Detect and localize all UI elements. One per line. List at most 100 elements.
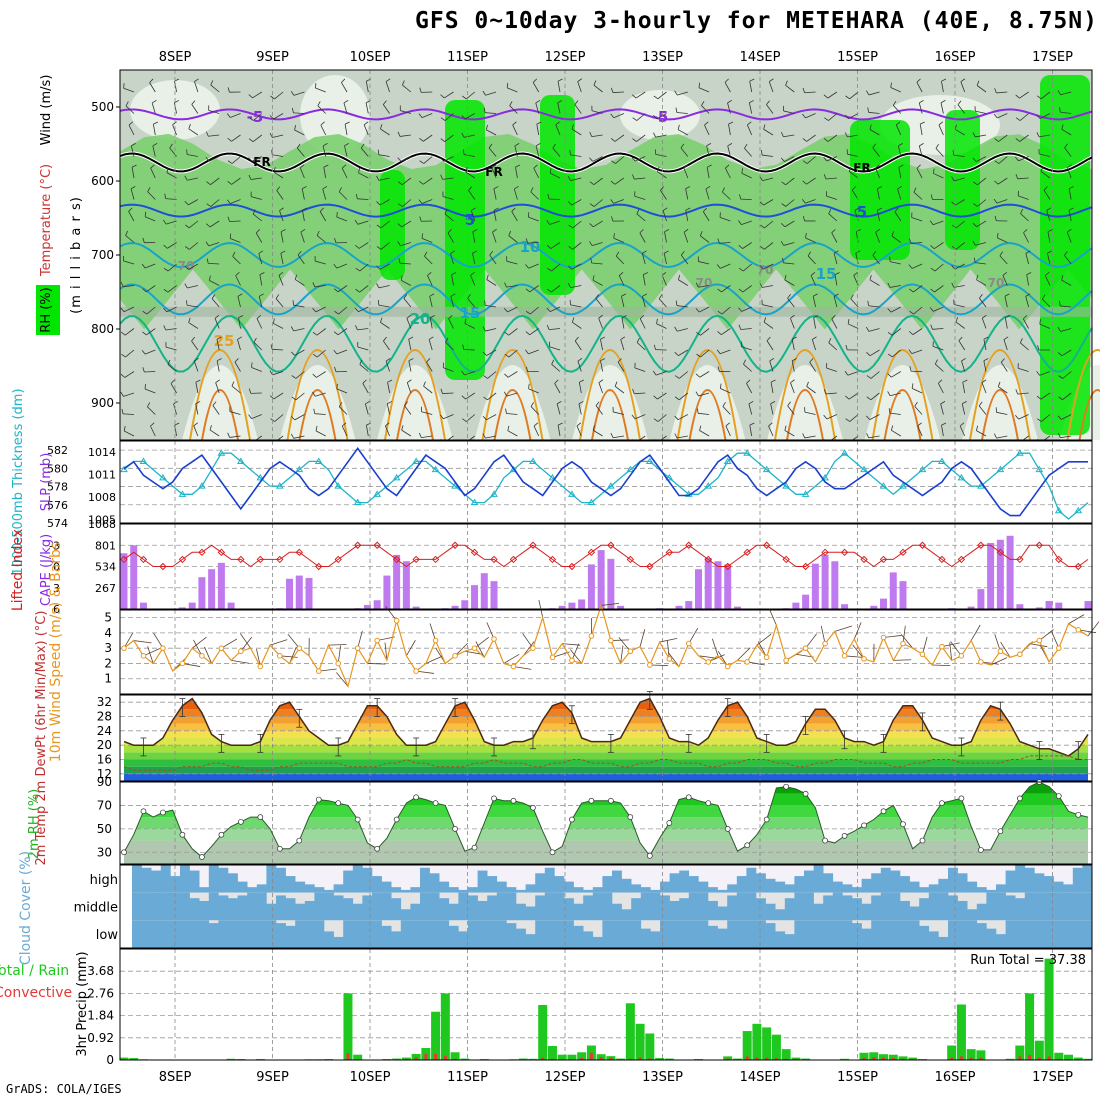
wind-barb (344, 124, 348, 136)
wind-barb (512, 124, 518, 136)
wind-speed-point (861, 656, 867, 662)
wind-barb-flag (994, 160, 1000, 164)
wind-barb-flag (149, 78, 154, 83)
wind-barb (1062, 371, 1072, 379)
wind-barb-flag (294, 125, 296, 131)
li-point (451, 541, 459, 549)
contour-label: 70 (696, 276, 713, 290)
wind-barb (231, 156, 241, 164)
wind-barb-flag (674, 433, 678, 439)
wind-barb (1018, 414, 1029, 420)
wind-barb-flag (615, 251, 620, 257)
wind-barb-flag (705, 185, 711, 190)
wind-speed-point (608, 637, 614, 644)
rh-point (802, 790, 809, 797)
wind-barb-flag (791, 358, 797, 362)
wind-speed-point (783, 657, 789, 664)
wind-barb-flag (823, 156, 828, 162)
cloud-bar-middle (285, 898, 296, 921)
li-point (938, 555, 946, 564)
cloud-bar-high (333, 884, 344, 893)
wind-barb-flag (574, 100, 579, 105)
cloud-bar-low (516, 928, 526, 948)
isotherm-freezing (119, 152, 1093, 173)
wind-barb (847, 134, 859, 138)
wind-barb (1061, 279, 1072, 286)
wind-barb (443, 414, 454, 420)
thickness-tick-label: 580 (47, 462, 68, 475)
wind-tick-label: 3 (104, 641, 112, 655)
wind-barb (578, 382, 582, 394)
wind-barb-flag (592, 275, 595, 281)
wind-barb-flag (993, 113, 998, 119)
wind-barb (273, 323, 284, 329)
rh-point (705, 800, 712, 806)
thickness-point (353, 498, 362, 506)
wind-barb (958, 340, 966, 351)
wind-barb-10m (191, 636, 207, 649)
wind-barb-flag (994, 180, 999, 185)
wind-barb-flag (696, 353, 701, 358)
isotherm-minus5 (119, 108, 1093, 121)
rh-saturated-column (850, 120, 910, 260)
rh-dry-band (120, 306, 1092, 317)
thickness-point (451, 482, 459, 489)
wind-barb-flag (1057, 352, 1063, 357)
wind-barb-flag (464, 318, 467, 324)
panel-frame (119, 609, 1093, 695)
wind-barb-flag (142, 310, 148, 315)
wind-barb (1023, 232, 1029, 243)
precip-total-bar (840, 1058, 850, 1060)
wind-barb-10m (147, 646, 154, 664)
li-point (276, 555, 284, 564)
wind-barb (742, 242, 752, 249)
precip-tick-label: 3.68 (87, 964, 114, 978)
wind-barb (676, 112, 688, 114)
cloud-bar-low (276, 923, 286, 948)
rh-point (744, 842, 751, 849)
cloud-bar-low (410, 920, 421, 948)
thickness-point (509, 465, 518, 473)
thickness-point (723, 457, 732, 464)
precip-convective-bar (891, 1058, 895, 1060)
wind-barb (868, 305, 880, 308)
wind-barb (977, 199, 987, 207)
cloud-bar-middle (477, 900, 488, 921)
wind-barb (724, 168, 731, 179)
li-point (1016, 555, 1024, 564)
wind-barb-flag (226, 199, 231, 204)
cloud-bar-high (708, 887, 718, 893)
wind-barb (875, 232, 880, 243)
wind-barb-flag (248, 94, 253, 99)
wind-barb-flag (569, 149, 571, 155)
wind-barb (444, 213, 454, 222)
wind-barb (408, 360, 412, 372)
wind-barb-flag (738, 307, 742, 312)
wind-barb (319, 211, 327, 222)
precip-convective-bar (453, 1058, 457, 1060)
wind-barb (451, 274, 454, 286)
wind-barb-flag (397, 157, 402, 162)
rh-point (374, 845, 381, 852)
wind-barb (210, 199, 220, 207)
cloud-bar-low (986, 928, 997, 948)
precip-convective-bar (1028, 1055, 1032, 1060)
wind-barb (214, 318, 220, 329)
wind-barb (621, 317, 625, 329)
cape-bar (1055, 602, 1063, 609)
wind-barb (677, 414, 688, 421)
wind-barb (849, 171, 859, 179)
cloud-bar-low (477, 920, 488, 948)
cloud-bar-middle (1015, 898, 1026, 921)
cloud-bar-low (736, 920, 747, 948)
wind-barb-flag (844, 132, 848, 138)
cloud-bar-low (948, 920, 958, 948)
wind-tick-label: 1 (104, 672, 112, 686)
cloud-bar-high (544, 867, 555, 893)
wind-barb (593, 220, 603, 228)
wind-barb (889, 285, 901, 288)
wind-barb (528, 349, 539, 355)
wind-barb (571, 128, 582, 136)
wind-barb (848, 323, 859, 329)
wind-barb-flag (785, 80, 788, 86)
